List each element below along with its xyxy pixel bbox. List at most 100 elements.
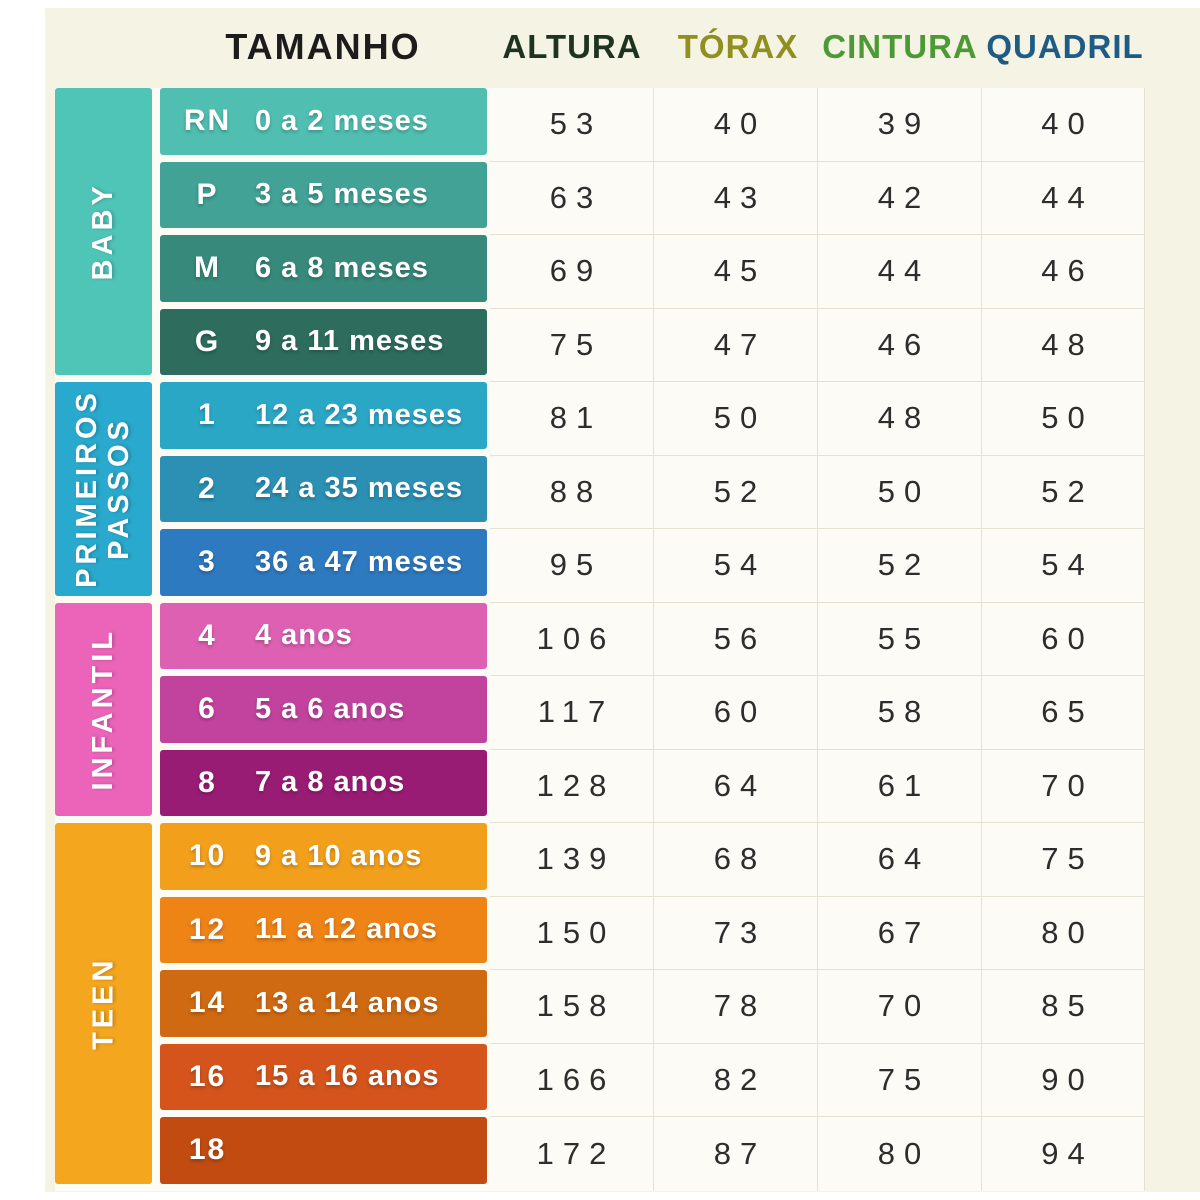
measure-cell-quadril: 60 [982, 602, 1145, 676]
measure-cell-cintura: 58 [818, 676, 982, 750]
measure-cell-cintura: 70 [818, 970, 982, 1044]
size-label: 14 [188, 986, 227, 1020]
measure-cell-torax: 68 [654, 823, 818, 897]
group-bar-fill: INFANTIL [55, 602, 152, 816]
size-label: M [194, 251, 221, 285]
measure-value: 75 [1041, 841, 1094, 877]
group-bar-fill: TEEN [55, 823, 152, 1184]
measure-value: 43 [713, 179, 767, 215]
measure-value: 75 [877, 1061, 931, 1097]
age-range-label: 5 a 6 anos [255, 692, 406, 725]
measure-cell-torax: 52 [654, 455, 818, 529]
column-header-cintura: CINTURA [822, 28, 978, 65]
size-band-3: 3 36 a 47 meses [160, 529, 487, 596]
size-band-16: 16 15 a 16 anos [160, 1043, 487, 1110]
measure-value: 56 [713, 620, 767, 656]
measure-value: 42 [877, 179, 931, 215]
group-bar-baby: BABY [55, 88, 152, 382]
column-header-quadril: QUADRIL [986, 28, 1144, 65]
measure-value: 40 [713, 106, 767, 142]
measure-cell-torax: 40 [654, 88, 818, 162]
measure-cell-altura: 166 [490, 1043, 654, 1117]
size-label: 8 [198, 765, 217, 799]
measure-cell-altura: 106 [490, 602, 654, 676]
column-header-tamanho: TAMANHO [225, 26, 421, 67]
age-range-label: 0 a 2 meses [255, 104, 429, 137]
age-range-label: 12 a 23 meses [255, 398, 464, 431]
measure-cell-altura: 75 [490, 308, 654, 382]
size-label: G [194, 324, 221, 358]
measure-value: 54 [713, 547, 767, 583]
measure-value: 60 [713, 694, 767, 730]
measure-cell-cintura: 55 [818, 602, 982, 676]
measure-value: 65 [1041, 694, 1094, 730]
measure-value: 64 [877, 841, 931, 877]
measure-cell-cintura: 67 [818, 896, 982, 970]
measure-value: 60 [1041, 620, 1094, 656]
measure-cell-altura: 88 [490, 455, 654, 529]
size-label: P [196, 177, 219, 211]
measure-cell-torax: 60 [654, 676, 818, 750]
measure-value: 52 [877, 547, 931, 583]
age-range-label: 3 a 5 meses [255, 178, 429, 211]
measure-cell-quadril: 90 [982, 1043, 1145, 1117]
measure-cell-altura: 63 [490, 161, 654, 235]
measure-value: 87 [713, 1135, 767, 1171]
measure-value: 158 [536, 988, 616, 1024]
measure-value: 53 [549, 106, 603, 142]
measure-cell-cintura: 44 [818, 235, 982, 309]
size-label: 12 [188, 912, 227, 946]
measure-value: 55 [877, 620, 931, 656]
size-band-4: 4 4 anos [160, 602, 487, 669]
measure-cell-altura: 117 [490, 676, 654, 750]
measure-value: 39 [877, 106, 931, 142]
measure-value: 90 [1041, 1061, 1094, 1097]
size-band-10: 10 9 a 10 anos [160, 823, 487, 890]
size-label: 3 [198, 545, 217, 579]
measure-cell-torax: 45 [654, 235, 818, 309]
measure-value: 45 [713, 253, 767, 289]
measure-cell-torax: 82 [654, 1043, 818, 1117]
measure-value: 48 [877, 400, 931, 436]
group-label: INFANTIL [87, 628, 120, 791]
table-header: TAMANHO ALTURA TÓRAX CINTURA QUADRIL [0, 18, 1200, 76]
measure-value: 106 [536, 620, 616, 656]
measure-value: 48 [1041, 326, 1094, 362]
measure-value: 150 [536, 914, 616, 950]
measure-cell-quadril: 94 [982, 1117, 1145, 1191]
group-bar-fill: BABY [55, 88, 152, 375]
measure-cell-torax: 78 [654, 970, 818, 1044]
measure-cell-quadril: 80 [982, 896, 1145, 970]
group-bar-infantil: INFANTIL [55, 602, 152, 824]
group-bar-teen: TEEN [55, 823, 152, 1191]
size-band-rn: RN 0 a 2 meses [160, 88, 487, 155]
measure-value: 44 [1041, 179, 1094, 215]
measure-value: 58 [877, 694, 931, 730]
size-band-14: 14 13 a 14 anos [160, 970, 487, 1037]
group-label: TEEN [87, 956, 120, 1050]
measure-value: 73 [713, 914, 767, 950]
size-label: RN [183, 104, 232, 138]
measure-value: 54 [1041, 547, 1094, 583]
measure-value: 75 [549, 326, 603, 362]
measure-value: 69 [549, 253, 603, 289]
measure-value: 88 [549, 473, 603, 509]
measure-value: 68 [713, 841, 767, 877]
measure-cell-torax: 64 [654, 749, 818, 823]
measure-value: 82 [713, 1061, 767, 1097]
measure-value: 70 [1041, 767, 1094, 803]
measure-value: 52 [713, 473, 767, 509]
group-bar-fill: PRIMEIROS PASSOS [55, 382, 152, 596]
measure-cell-quadril: 46 [982, 235, 1145, 309]
size-label: 1 [198, 398, 217, 432]
measure-cell-quadril: 52 [982, 455, 1145, 529]
size-band-18: 18 [160, 1117, 487, 1184]
size-label: 10 [188, 839, 227, 873]
measure-value: 67 [877, 914, 931, 950]
measure-cell-torax: 43 [654, 161, 818, 235]
measure-cell-torax: 47 [654, 308, 818, 382]
measure-cell-quadril: 65 [982, 676, 1145, 750]
size-band-6: 6 5 a 6 anos [160, 676, 487, 743]
measure-value: 50 [713, 400, 767, 436]
